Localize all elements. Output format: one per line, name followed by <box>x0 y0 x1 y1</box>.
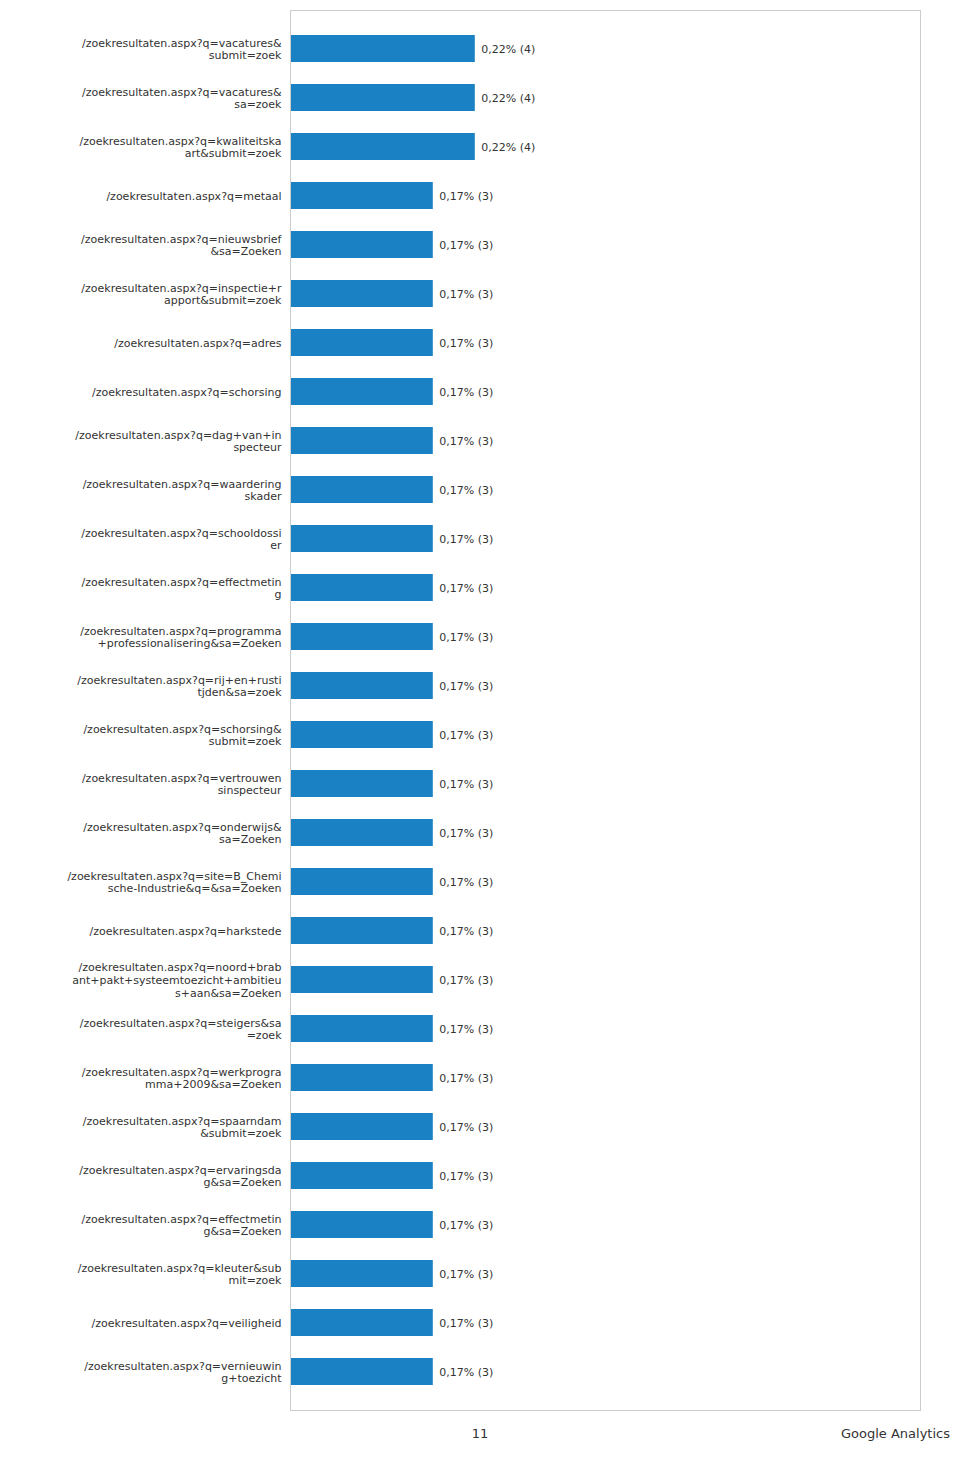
svg-text:/zoekresultaten.aspx?q=adres: /zoekresultaten.aspx?q=adres <box>114 337 282 350</box>
svg-text:0,17% (3): 0,17% (3) <box>439 729 493 742</box>
svg-text:0,17% (3): 0,17% (3) <box>439 337 493 350</box>
html-text:Google Analytics: Google Analytics <box>841 1426 950 1441</box>
svg-text:0,17% (3): 0,17% (3) <box>439 1366 493 1379</box>
svg-text:/zoekresultaten.aspx?q=onderwi: /zoekresultaten.aspx?q=onderwijs&sa=Zoek… <box>83 821 282 847</box>
svg-text:/zoekresultaten.aspx?q=program: /zoekresultaten.aspx?q=programma+profess… <box>80 625 281 651</box>
svg-text:0,17% (3): 0,17% (3) <box>439 974 493 987</box>
svg-text:/zoekresultaten.aspx?q=werkpro: /zoekresultaten.aspx?q=werkprogramma+200… <box>82 1066 282 1092</box>
svg-text:0,17% (3): 0,17% (3) <box>439 1268 493 1281</box>
svg-text:/zoekresultaten.aspx?q=kleuter: /zoekresultaten.aspx?q=kleuter&submit=zo… <box>78 1262 282 1288</box>
svg-text:0,17% (3): 0,17% (3) <box>439 533 493 546</box>
svg-text:/zoekresultaten.aspx?q=site=B_: /zoekresultaten.aspx?q=site=B_Chemische-… <box>67 870 281 896</box>
svg-text:0,22% (4): 0,22% (4) <box>481 43 535 56</box>
svg-text:0,17% (3): 0,17% (3) <box>439 876 493 889</box>
svg-text:/zoekresultaten.aspx?q=rij+en+: /zoekresultaten.aspx?q=rij+en+rustitjden… <box>77 674 282 700</box>
svg-text:0,17% (3): 0,17% (3) <box>439 925 493 938</box>
svg-text:/zoekresultaten.aspx?q=harkste: /zoekresultaten.aspx?q=harkstede <box>90 925 282 938</box>
svg-text:/zoekresultaten.aspx?q=inspect: /zoekresultaten.aspx?q=inspectie+rapport… <box>81 282 282 308</box>
svg-text:/zoekresultaten.aspx?q=ervarin: /zoekresultaten.aspx?q=ervaringsdag&sa=Z… <box>79 1164 281 1190</box>
svg-text:/zoekresultaten.aspx?q=vernieu: /zoekresultaten.aspx?q=vernieuwing+toezi… <box>84 1360 282 1386</box>
svg-text:0,17% (3): 0,17% (3) <box>439 1317 493 1330</box>
svg-text:0,22% (4): 0,22% (4) <box>481 92 535 105</box>
svg-text:0,17% (3): 0,17% (3) <box>439 190 493 203</box>
svg-text:0,17% (3): 0,17% (3) <box>439 827 493 840</box>
svg-text:0,17% (3): 0,17% (3) <box>439 484 493 497</box>
svg-text:0,17% (3): 0,17% (3) <box>439 1121 493 1134</box>
svg-text:0,17% (3): 0,17% (3) <box>439 1023 493 1036</box>
html-text:11: 11 <box>471 1426 489 1441</box>
svg-text:/zoekresultaten.aspx?q=kwalite: /zoekresultaten.aspx?q=kwaliteitskaart&s… <box>79 135 282 161</box>
svg-text:0,17% (3): 0,17% (3) <box>439 288 493 301</box>
svg-text:0,17% (3): 0,17% (3) <box>439 1170 493 1183</box>
svg-text:/zoekresultaten.aspx?q=noord+b: /zoekresultaten.aspx?q=noord+brabant+pak… <box>72 961 281 999</box>
svg-text:/zoekresultaten.aspx?q=steiger: /zoekresultaten.aspx?q=steigers&sa=zoek <box>80 1017 282 1043</box>
svg-text:/zoekresultaten.aspx?q=veiligh: /zoekresultaten.aspx?q=veiligheid <box>92 1317 282 1330</box>
svg-text:0,17% (3): 0,17% (3) <box>439 582 493 595</box>
svg-text:0,22% (4): 0,22% (4) <box>481 141 535 154</box>
svg-text:0,17% (3): 0,17% (3) <box>439 239 493 252</box>
svg-text:0,17% (3): 0,17% (3) <box>439 386 493 399</box>
svg-text:/zoekresultaten.aspx?q=spaarnd: /zoekresultaten.aspx?q=spaarndam&submit=… <box>83 1115 282 1141</box>
svg-text:/zoekresultaten.aspx?q=nieuwsb: /zoekresultaten.aspx?q=nieuwsbrief&sa=Zo… <box>81 233 283 259</box>
svg-text:/zoekresultaten.aspx?q=effectm: /zoekresultaten.aspx?q=effectmeting <box>81 576 281 602</box>
svg-text:/zoekresultaten.aspx?q=schorsi: /zoekresultaten.aspx?q=schorsing&submit=… <box>83 723 282 749</box>
svg-text:/zoekresultaten.aspx?q=vacatur: /zoekresultaten.aspx?q=vacatures&submit=… <box>82 37 282 63</box>
svg-text:0,17% (3): 0,17% (3) <box>439 680 493 693</box>
svg-text:/zoekresultaten.aspx?q=vacatur: /zoekresultaten.aspx?q=vacatures&sa=zoek <box>82 86 282 112</box>
svg-text:/zoekresultaten.aspx?q=schoold: /zoekresultaten.aspx?q=schooldossier <box>81 527 282 553</box>
svg-text:/zoekresultaten.aspx?q=effectm: /zoekresultaten.aspx?q=effectmeting&sa=Z… <box>81 1213 281 1239</box>
svg-text:0,17% (3): 0,17% (3) <box>439 1219 493 1232</box>
svg-text:0,17% (3): 0,17% (3) <box>439 435 493 448</box>
svg-text:/zoekresultaten.aspx?q=waarder: /zoekresultaten.aspx?q=waarderingskader <box>83 478 282 504</box>
svg-text:0,17% (3): 0,17% (3) <box>439 1072 493 1085</box>
svg-text:/zoekresultaten.aspx?q=vertrou: /zoekresultaten.aspx?q=vertrouwensinspec… <box>82 772 282 798</box>
svg-text:/zoekresultaten.aspx?q=metaal: /zoekresultaten.aspx?q=metaal <box>106 190 281 203</box>
svg-text:/zoekresultaten.aspx?q=schorsi: /zoekresultaten.aspx?q=schorsing <box>92 386 282 399</box>
svg-text:0,17% (3): 0,17% (3) <box>439 778 493 791</box>
svg-text:/zoekresultaten.aspx?q=dag+van: /zoekresultaten.aspx?q=dag+van+inspecteu… <box>75 429 282 455</box>
svg-text:0,17% (3): 0,17% (3) <box>439 631 493 644</box>
